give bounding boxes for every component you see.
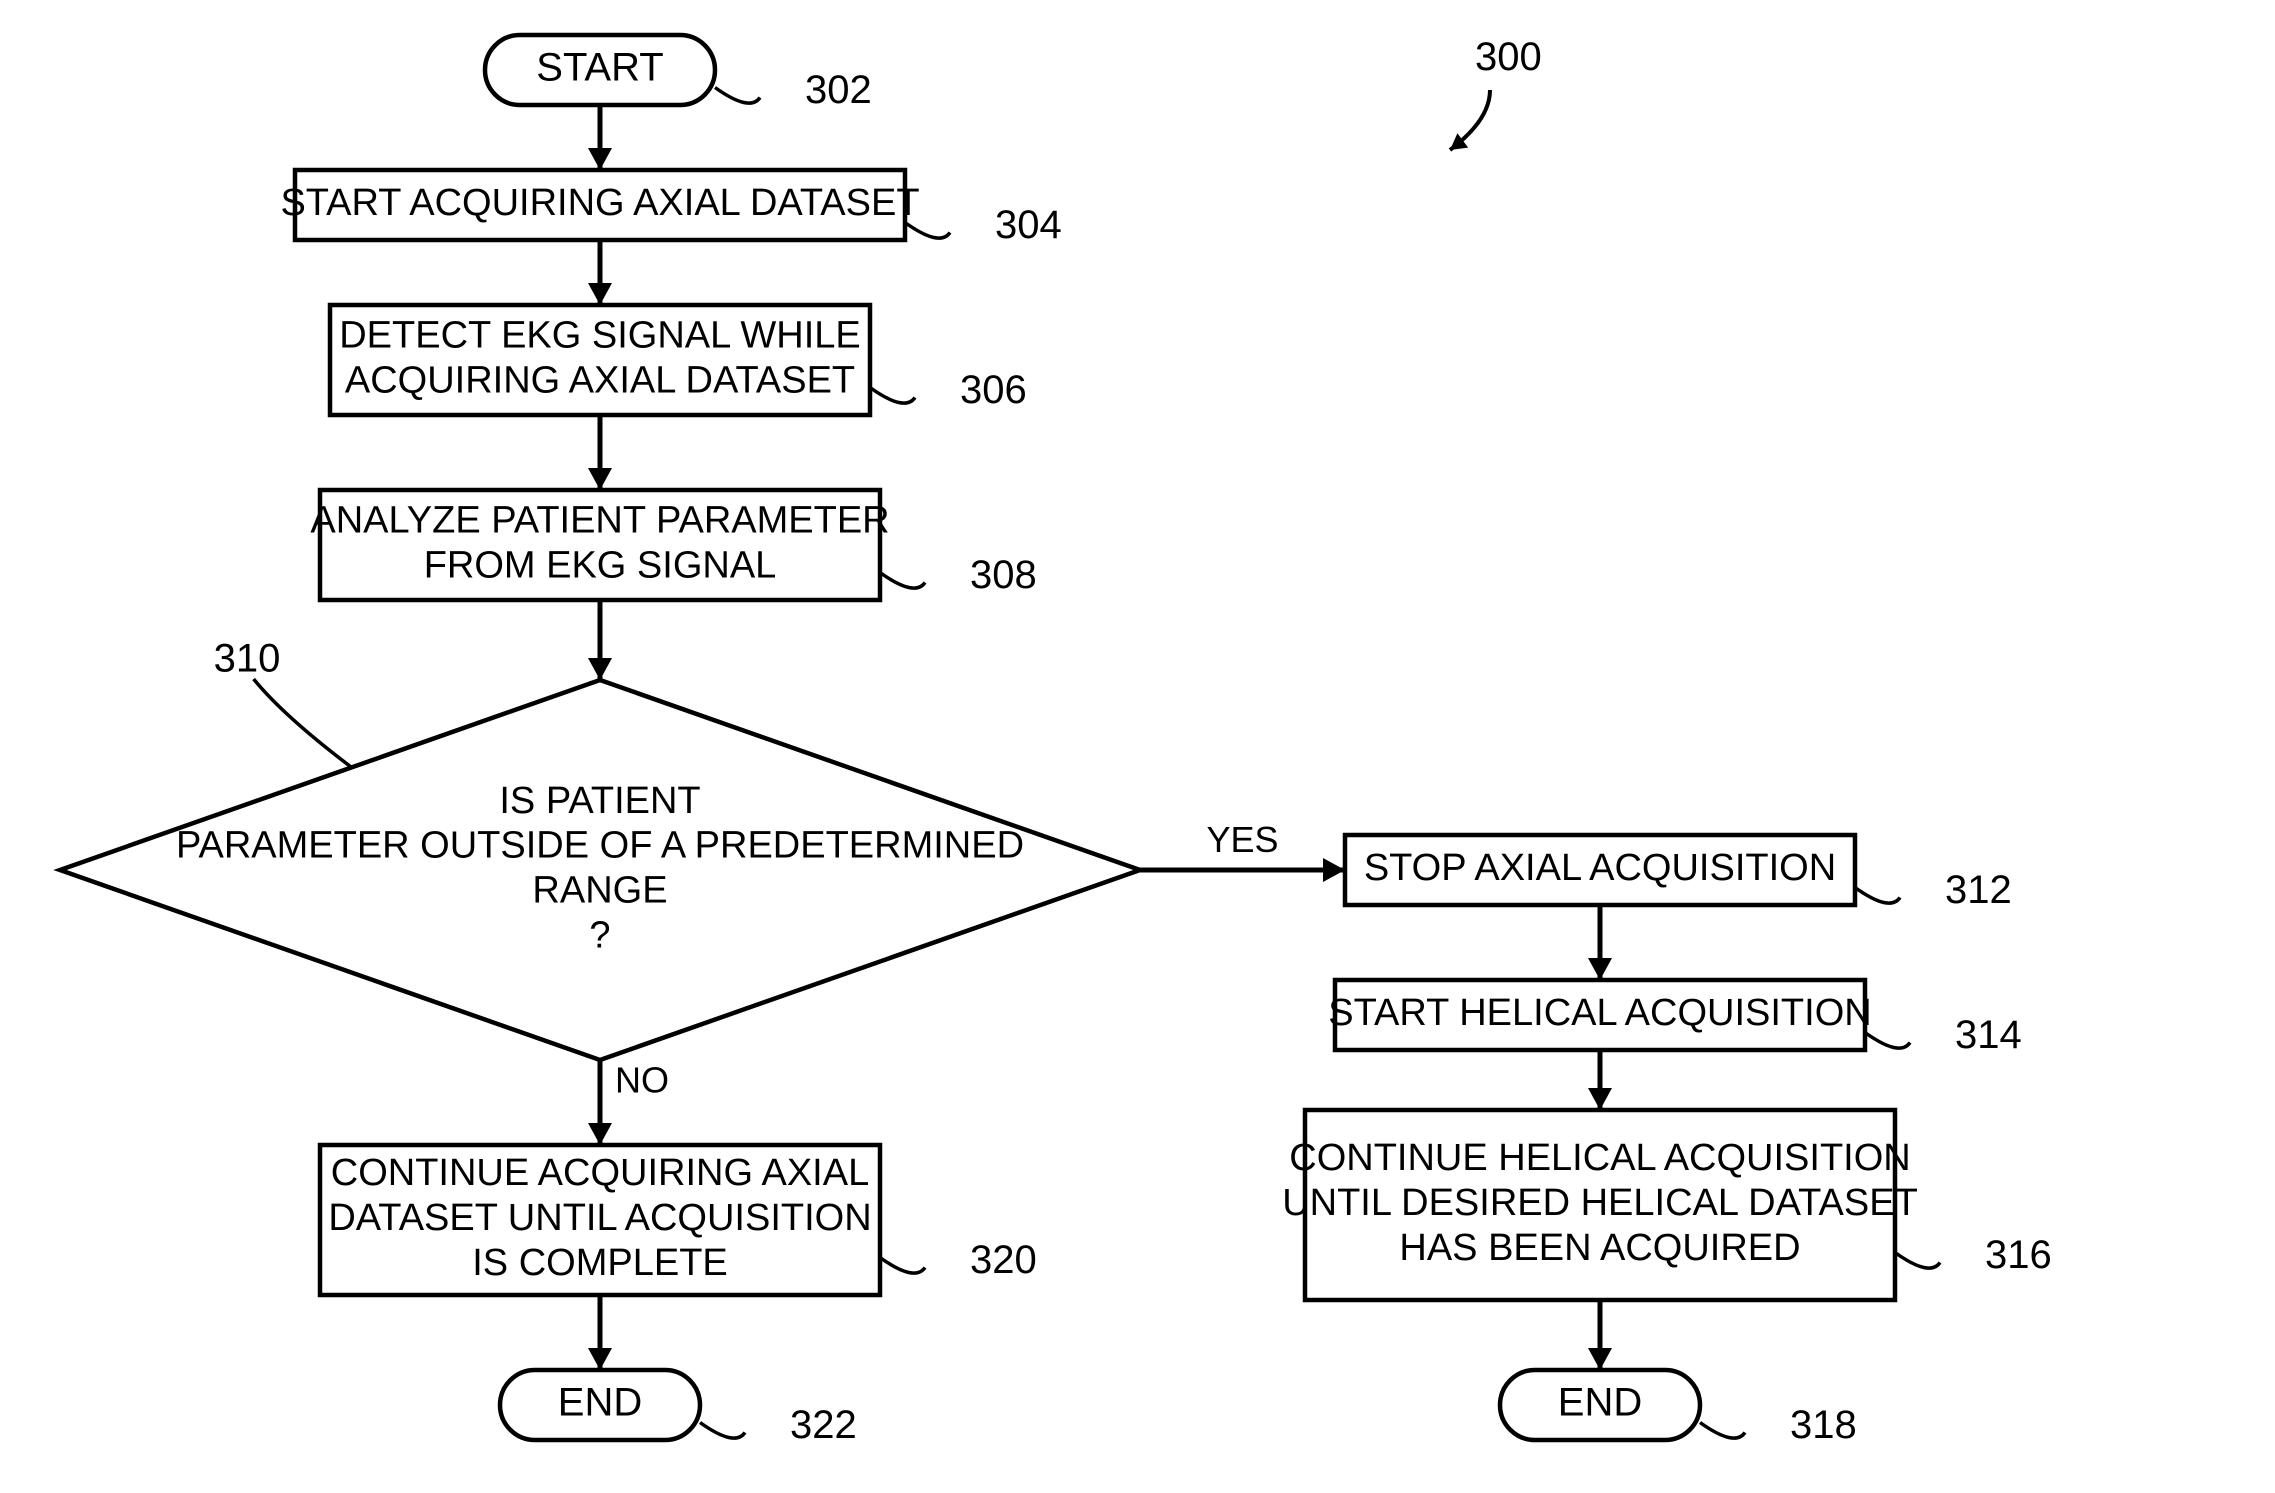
figure-number: 300 [1475, 35, 1542, 79]
node-text: END [1558, 1381, 1642, 1425]
ref-label: 308 [970, 553, 1037, 597]
node-text: DETECT EKG SIGNAL WHILEACQUIRING AXIAL D… [339, 315, 861, 402]
ref-label: 320 [970, 1238, 1037, 1282]
node-text: IS PATIENTPARAMETER OUTSIDE OF A PREDETE… [176, 780, 1024, 957]
svg-text:END: END [558, 1381, 642, 1425]
ref-label: 318 [1790, 1403, 1857, 1447]
edge [588, 1060, 612, 1145]
ref-label: 322 [790, 1403, 857, 1447]
svg-text:CONTINUE HELICAL ACQUISITION: CONTINUE HELICAL ACQUISITION [1289, 1137, 1910, 1179]
node-text: CONTINUE HELICAL ACQUISITIONUNTIL DESIRE… [1282, 1137, 1918, 1269]
node-n322: 322 [500, 1370, 857, 1447]
edge [588, 600, 612, 680]
svg-text:PARAMETER OUTSIDE OF A PREDETE: PARAMETER OUTSIDE OF A PREDETERMINED [176, 825, 1024, 867]
node-text: STOP AXIAL ACQUISITION [1364, 847, 1836, 889]
svg-text:IS PATIENT: IS PATIENT [499, 780, 700, 822]
svg-text:?: ? [589, 914, 610, 956]
node-n318: 318 [1500, 1370, 1857, 1447]
node-text: START HELICAL ACQUISITION [1328, 992, 1871, 1034]
ref-label: 310 [214, 637, 281, 681]
svg-text:ANALYZE PATIENT PARAMETER: ANALYZE PATIENT PARAMETER [310, 500, 889, 542]
svg-text:FROM EKG SIGNAL: FROM EKG SIGNAL [424, 544, 777, 586]
edge [588, 240, 612, 305]
edge [588, 415, 612, 490]
node-text: START [536, 46, 663, 90]
svg-text:DETECT EKG SIGNAL WHILE: DETECT EKG SIGNAL WHILE [339, 315, 861, 357]
svg-text:DATASET UNTIL ACQUISITION: DATASET UNTIL ACQUISITION [328, 1197, 871, 1239]
svg-text:ACQUIRING AXIAL DATASET: ACQUIRING AXIAL DATASET [345, 359, 855, 401]
node-text: CONTINUE ACQUIRING AXIALDATASET UNTIL AC… [328, 1152, 871, 1284]
node-text: END [558, 1381, 642, 1425]
ref-label: 306 [960, 368, 1027, 412]
svg-text:CONTINUE ACQUIRING AXIAL: CONTINUE ACQUIRING AXIAL [331, 1152, 869, 1194]
svg-text:UNTIL DESIRED HELICAL DATASET: UNTIL DESIRED HELICAL DATASET [1282, 1182, 1918, 1224]
ref-label: 314 [1955, 1013, 2022, 1057]
svg-text:START: START [536, 46, 663, 90]
edge [1140, 858, 1345, 882]
svg-text:START HELICAL ACQUISITION: START HELICAL ACQUISITION [1328, 992, 1871, 1034]
svg-text:IS COMPLETE: IS COMPLETE [472, 1242, 728, 1284]
ref-label: 304 [995, 203, 1062, 247]
edge-label: YES [1206, 819, 1278, 860]
ref-label: 312 [1945, 868, 2012, 912]
ref-label: 316 [1985, 1233, 2052, 1277]
svg-text:STOP AXIAL ACQUISITION: STOP AXIAL ACQUISITION [1364, 847, 1836, 889]
edge [1588, 905, 1612, 980]
svg-text:START ACQUIRING AXIAL DATASET: START ACQUIRING AXIAL DATASET [280, 182, 919, 224]
svg-text:RANGE: RANGE [532, 869, 667, 911]
edge [588, 105, 612, 170]
edge-label: NO [615, 1060, 669, 1101]
svg-text:END: END [1558, 1381, 1642, 1425]
edge [1588, 1300, 1612, 1370]
node-text: START ACQUIRING AXIAL DATASET [280, 182, 919, 224]
node-text: ANALYZE PATIENT PARAMETERFROM EKG SIGNAL [310, 500, 889, 587]
svg-text:HAS BEEN ACQUIRED: HAS BEEN ACQUIRED [1399, 1227, 1800, 1269]
edge [588, 1295, 612, 1370]
edge [1588, 1050, 1612, 1110]
ref-label: 302 [805, 68, 872, 112]
